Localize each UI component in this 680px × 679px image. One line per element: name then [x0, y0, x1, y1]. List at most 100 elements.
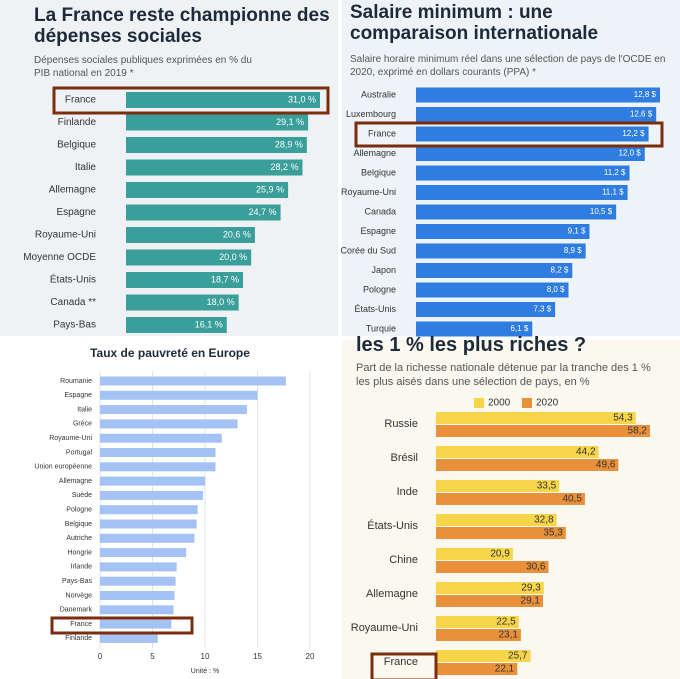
bar [126, 92, 320, 108]
bar [436, 527, 566, 539]
value-label: 20,0 % [219, 252, 247, 262]
value-label: 8,0 $ [547, 285, 565, 294]
value-label: 12,6 $ [630, 110, 653, 119]
bar [126, 227, 255, 243]
bar [436, 480, 560, 492]
category-label: Royaume-Uni [341, 187, 396, 197]
value-label: 10,5 $ [590, 207, 613, 216]
category-label: Brésil [390, 452, 418, 464]
bar [436, 582, 544, 594]
value-label: 24,7 % [249, 207, 277, 217]
chart-subtitle: Salaire horaire minimum réel dans une sé… [350, 54, 666, 78]
value-label: 8,9 $ [564, 246, 582, 255]
x-tick-label: 5 [150, 652, 155, 661]
category-label: France [368, 128, 396, 138]
bar [436, 412, 636, 424]
bar [126, 317, 227, 333]
bar [436, 459, 619, 471]
category-label: Corée du Sud [340, 245, 396, 255]
bar [126, 294, 239, 311]
category-label: Autriche [66, 535, 92, 542]
bar [416, 126, 649, 142]
bar [100, 605, 174, 615]
category-label: Allemagne [59, 478, 92, 485]
value-label: 7,3 $ [533, 305, 551, 314]
category-label: Turquie [366, 323, 396, 333]
bar [436, 561, 549, 573]
x-tick-label: 0 [98, 652, 103, 661]
value-label: 49,6 [596, 460, 616, 471]
bar [126, 114, 309, 131]
bar [100, 433, 222, 443]
bar [126, 204, 281, 221]
chart-title: La France reste championne des dépenses … [34, 5, 330, 47]
category-label: Belgique [361, 167, 396, 177]
bar [416, 224, 590, 239]
value-label: 18,0 % [207, 297, 235, 307]
bar [416, 185, 628, 200]
bar [416, 204, 617, 220]
bar [416, 282, 569, 298]
value-label: 22,1 [495, 664, 515, 675]
category-label: Pologne [363, 284, 396, 294]
category-label: Portugal [66, 449, 93, 456]
value-label: 29,3 [521, 583, 541, 594]
bar [126, 249, 252, 266]
value-label: 33,5 [537, 481, 557, 492]
bar [436, 629, 521, 641]
category-label: Finlande [58, 117, 97, 128]
bar [416, 165, 630, 181]
value-label: 6,1 $ [510, 324, 528, 333]
bar [100, 490, 203, 500]
chart-title: Taux de pauvreté en Europe [90, 346, 250, 360]
legend-label: 2000 [488, 398, 511, 409]
bar [436, 425, 650, 437]
category-label: États-Unis [354, 304, 396, 314]
value-label: 22,5 [496, 617, 516, 628]
category-label: Irlande [71, 564, 93, 571]
bar [100, 448, 216, 457]
bar [436, 493, 585, 505]
bar [126, 272, 244, 288]
bar [100, 476, 205, 486]
legend-label: 2020 [536, 398, 559, 409]
category-label: Russie [384, 418, 418, 430]
bar [416, 243, 586, 259]
value-label: 20,9 [490, 549, 510, 560]
value-label: 12,8 $ [634, 90, 657, 99]
bar [100, 405, 247, 415]
x-axis-label: Unité : % [191, 668, 219, 675]
bar [436, 446, 599, 458]
category-label: Finlande [65, 635, 92, 642]
highlight-box [52, 86, 330, 115]
x-tick-label: 10 [201, 652, 210, 661]
category-label: Luxembourg [346, 109, 396, 119]
category-label: Belgique [57, 140, 96, 151]
value-label: 29,1 [521, 596, 541, 607]
value-label: 31,0 % [288, 94, 316, 104]
category-label: Espagne [64, 392, 92, 399]
category-label: Belgique [65, 521, 92, 528]
category-label: Royaume-Uni [351, 622, 418, 634]
category-label: Inde [397, 486, 418, 498]
category-label: Danemark [60, 607, 93, 614]
x-tick-label: 20 [306, 652, 315, 661]
bar [126, 137, 307, 153]
category-label: France [384, 656, 418, 668]
category-label: Allemagne [353, 148, 396, 158]
bar [416, 107, 657, 122]
category-label: Espagne [57, 207, 97, 218]
bar [416, 87, 660, 103]
category-label: Allemagne [49, 185, 97, 196]
category-label: États-Unis [50, 273, 96, 286]
legend-swatch [474, 398, 484, 408]
highlight-box [370, 652, 438, 679]
bar [100, 533, 195, 543]
category-label: Pays-Bas [62, 578, 92, 585]
category-label: Italie [77, 406, 92, 413]
category-label: Grèce [73, 421, 92, 428]
category-label: France [70, 621, 92, 628]
value-label: 8,2 $ [551, 266, 569, 275]
bar [100, 619, 172, 629]
